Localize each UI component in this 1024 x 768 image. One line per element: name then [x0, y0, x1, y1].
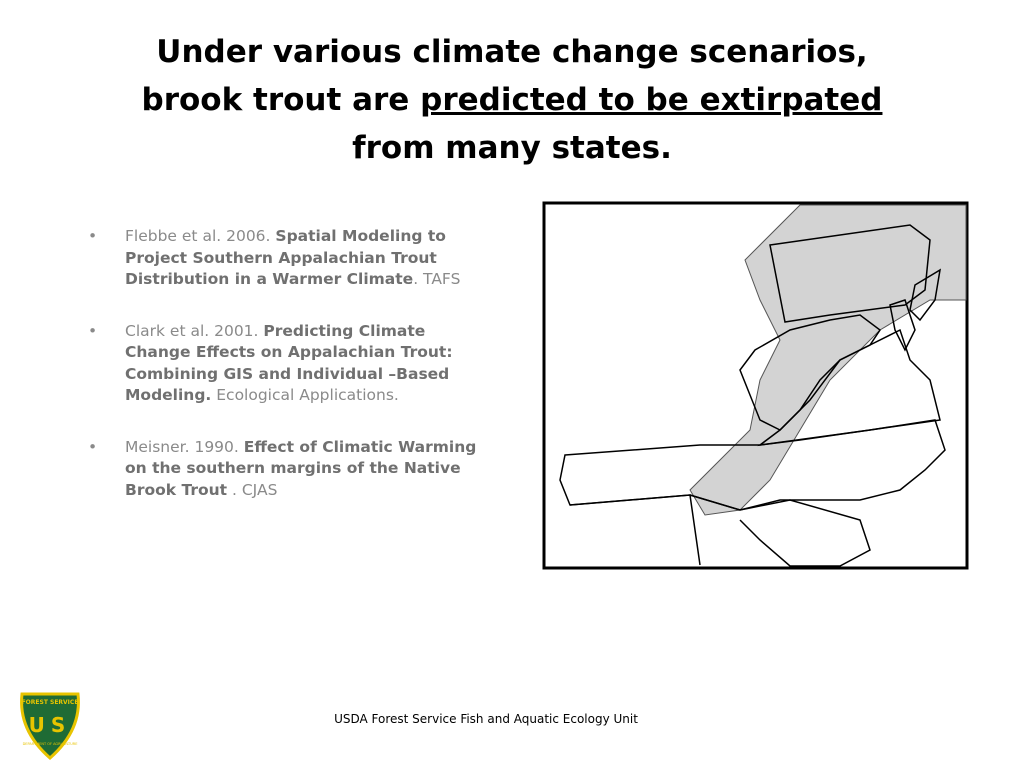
reference-list: Flebbe et al. 2006. Spatial Modeling to …	[88, 226, 488, 531]
logo-top-text: FOREST SERVICE	[22, 699, 79, 706]
title-line: from many states.	[0, 124, 1024, 172]
reference-text: Flebbe et al. 2006.	[125, 227, 276, 245]
title-text: predicted to be extirpated	[420, 82, 883, 118]
title-text: Under various climate change scenarios,	[156, 34, 868, 70]
logo-bottom-text: DEPARTMENT OF AGRICULTURE	[23, 742, 78, 746]
map-frame	[542, 201, 969, 570]
reference-text: . TAFS	[413, 270, 461, 288]
title-line: brook trout are predicted to be extirpat…	[0, 76, 1024, 124]
reference-item: Meisner. 1990. Effect of Climatic Warmin…	[88, 437, 488, 502]
state-outlines	[559, 224, 946, 567]
reference-text: Ecological Applications.	[211, 386, 399, 404]
reference-title: Predicting Climate Change Effects on App…	[125, 321, 453, 405]
title-text: brook trout are	[141, 82, 421, 118]
usfs-logo: FOREST SERVICE US DEPARTMENT OF AGRICULT…	[20, 692, 80, 760]
title-text: from many states.	[352, 130, 672, 166]
reference-text: Meisner. 1990.	[125, 437, 244, 456]
reference-item: Clark et al. 2001. Predicting Climate Ch…	[88, 321, 488, 407]
reference-title: Effect of Climatic Warming on the southe…	[125, 437, 477, 499]
title-line: Under various climate change scenarios,	[0, 28, 1024, 76]
range-band	[689, 204, 967, 516]
reference-item: Flebbe et al. 2006. Spatial Modeling to …	[88, 226, 488, 291]
slide-title: Under various climate change scenarios, b…	[0, 28, 1024, 172]
logo-shield	[20, 692, 80, 760]
map	[542, 201, 969, 570]
reference-title: Spatial Modeling to Project Southern App…	[125, 227, 446, 288]
reference-text: . CJAS	[227, 480, 278, 499]
reference-text: Clark et al. 2001.	[125, 321, 264, 340]
footer: USDA Forest Service Fish and Aquatic Eco…	[334, 712, 638, 726]
logo-letters: US	[29, 713, 72, 737]
